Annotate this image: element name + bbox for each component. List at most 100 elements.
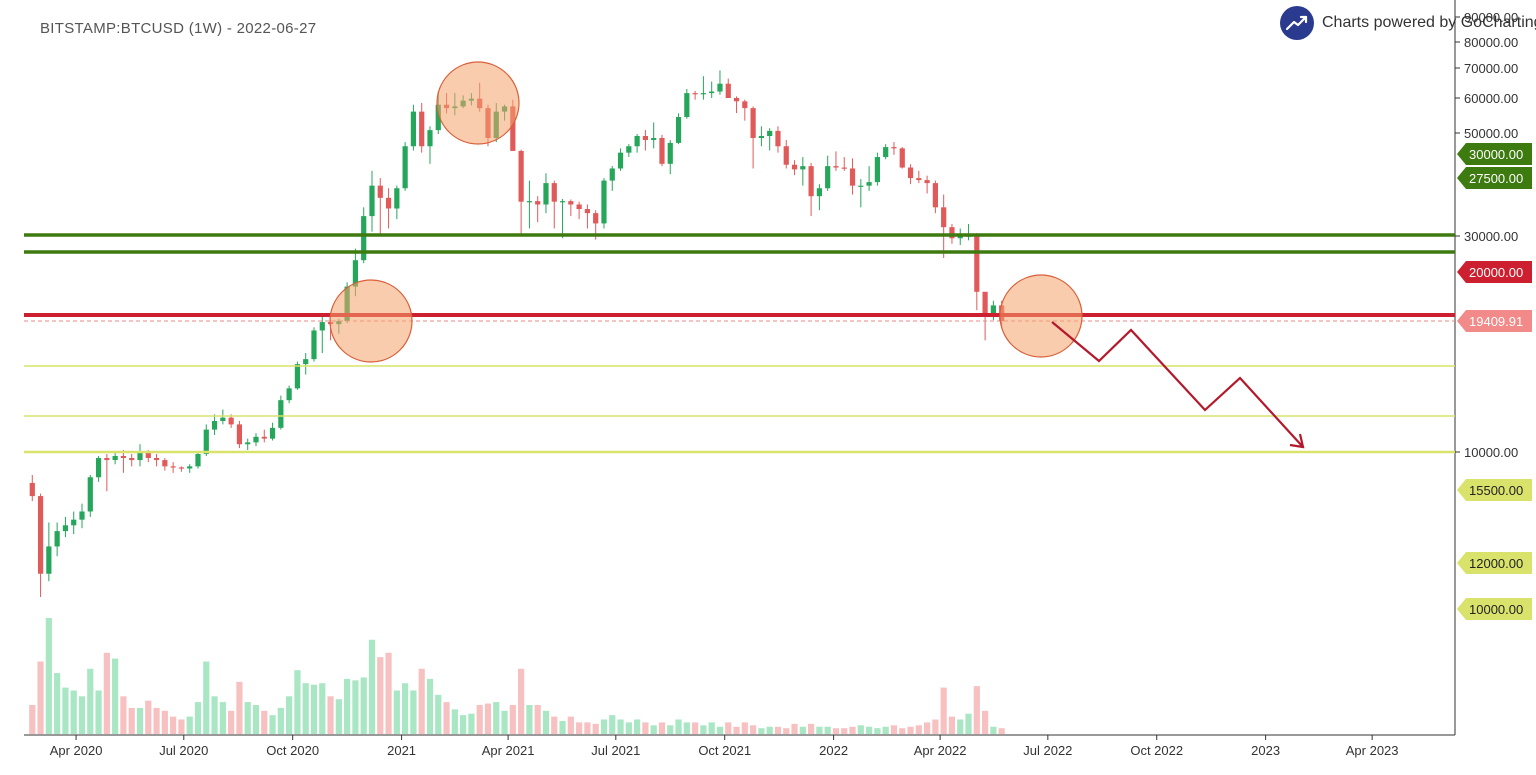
- volume-bar: [368, 639, 376, 734]
- candle-body: [684, 93, 690, 117]
- volume-bar: [186, 716, 193, 734]
- candle-body: [775, 130, 781, 147]
- volume-bar: [460, 715, 467, 734]
- volume-bar: [360, 677, 367, 734]
- candle-body: [791, 164, 798, 170]
- price-tag-bg: [1457, 310, 1532, 332]
- y-tick-label: 50000.00: [1464, 126, 1518, 141]
- candle-body: [601, 180, 607, 224]
- volume-bar: [194, 702, 202, 734]
- volume-bar: [352, 680, 359, 734]
- volume-bar: [692, 722, 699, 734]
- candle-body: [642, 136, 649, 141]
- volume-bar: [426, 678, 434, 734]
- volume-bar: [634, 719, 641, 734]
- volume-bar: [600, 719, 608, 734]
- volume-bar: [70, 690, 77, 734]
- volume-bar: [518, 668, 525, 734]
- volume-bar: [542, 710, 550, 734]
- volume-bar: [990, 726, 997, 734]
- candle-body: [435, 104, 441, 131]
- candle-body: [145, 452, 151, 459]
- highlight-circle: [329, 279, 413, 363]
- candle-body: [800, 166, 806, 170]
- volume-bar: [145, 700, 152, 734]
- volume-bar: [153, 707, 160, 734]
- price-tag-19409-91: 19409.91: [1457, 310, 1532, 332]
- volume-bar: [700, 725, 707, 734]
- volume-bar: [219, 702, 226, 734]
- projection-arrow-path: [1051, 321, 1304, 448]
- price-tag-label: 20000.00: [1469, 265, 1523, 280]
- candle-body: [916, 178, 922, 181]
- volume-bar: [170, 716, 177, 734]
- volume-bar: [451, 709, 458, 734]
- volume-bar: [484, 703, 492, 734]
- y-tick-label: 10000.00: [1464, 445, 1518, 460]
- volume-bar: [468, 713, 475, 734]
- candle-body: [220, 417, 226, 421]
- candle-body: [162, 460, 168, 467]
- x-tick-label: 2022: [819, 743, 848, 758]
- candle-body: [236, 424, 243, 445]
- candle-body: [924, 180, 930, 184]
- candle-body: [402, 146, 408, 189]
- candle-body: [87, 477, 93, 512]
- x-tick-label: Apr 2022: [914, 743, 967, 758]
- y-tick-label: 80000.00: [1464, 35, 1518, 50]
- volume-bar: [29, 705, 36, 734]
- volume-bar: [808, 723, 815, 734]
- volume-bar: [667, 725, 674, 734]
- candle-body: [883, 147, 889, 158]
- volume-bar: [675, 719, 682, 734]
- charting-credit[interactable]: Charts powered by GoCharting: [1280, 6, 1536, 40]
- volume-bar: [973, 686, 980, 734]
- candle-body: [957, 236, 963, 239]
- candle-body: [941, 207, 947, 228]
- chart-title: BITSTAMP:BTCUSD (1W) - 2022-06-27: [40, 20, 317, 37]
- volume-bar: [418, 668, 425, 734]
- candle-body: [990, 305, 996, 316]
- volume-bar: [161, 710, 168, 734]
- candle-body: [203, 429, 209, 454]
- candle-body: [303, 359, 309, 365]
- volume-bar: [824, 726, 831, 734]
- candle-body: [758, 136, 764, 139]
- volume-bar: [335, 699, 342, 734]
- candle-body: [907, 167, 914, 179]
- candle-body: [717, 83, 723, 92]
- candle-body: [700, 93, 706, 95]
- candle-body: [974, 235, 980, 292]
- volume-bar: [294, 670, 301, 734]
- volume-bar: [509, 705, 516, 734]
- volume-bar: [178, 719, 185, 734]
- volume-bar: [617, 719, 624, 734]
- price-tag-bg: [1457, 552, 1532, 574]
- volume-bar: [683, 722, 690, 734]
- volume-bar: [252, 705, 260, 734]
- candle-body: [559, 201, 566, 203]
- candle-body: [286, 388, 292, 401]
- candle-body: [112, 455, 118, 461]
- candle-body: [137, 452, 143, 461]
- candle-body: [593, 213, 599, 224]
- candle-body: [825, 166, 831, 189]
- volume-bar: [526, 705, 533, 734]
- credit-text: Charts powered by GoCharting: [1322, 14, 1536, 31]
- candle-body: [211, 420, 218, 430]
- candle-body: [750, 108, 756, 139]
- candle-body: [419, 111, 425, 147]
- price-tag-label: 19409.91: [1469, 314, 1523, 329]
- volume-bar: [377, 657, 384, 734]
- volume-bar: [286, 696, 293, 734]
- candle-body: [891, 147, 897, 149]
- volume-bar: [584, 722, 591, 734]
- volume-bar: [982, 710, 989, 734]
- volume-bar: [534, 705, 541, 734]
- volume-bar: [758, 728, 765, 734]
- price-tag-label: 12000.00: [1469, 556, 1523, 571]
- price-tag-label: 10000.00: [1469, 602, 1523, 617]
- candle-body: [510, 106, 516, 151]
- x-tick-label: Apr 2023: [1346, 743, 1399, 758]
